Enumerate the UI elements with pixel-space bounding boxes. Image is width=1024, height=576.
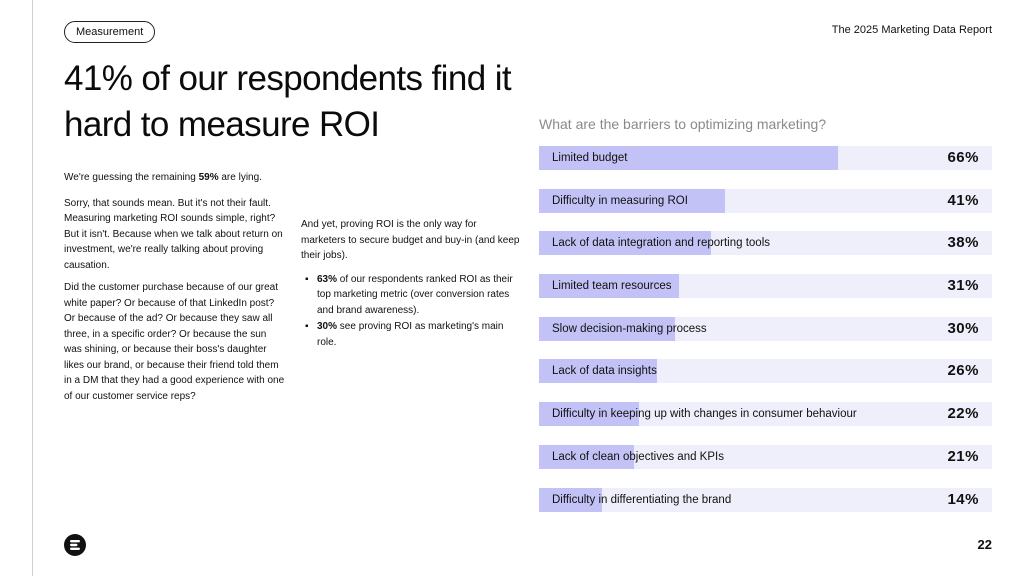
bar-row: Limited team resources 31% bbox=[539, 274, 992, 299]
bar-value: 22% bbox=[947, 405, 979, 423]
stat-bold: 30% bbox=[317, 321, 338, 332]
intro-prefix: We're guessing the remaining bbox=[64, 172, 199, 183]
bar-value: 38% bbox=[947, 234, 979, 252]
stats-list-item: ▪ 30% see proving ROI as marketing's main… bbox=[301, 319, 523, 350]
bar-fill bbox=[539, 316, 675, 341]
bar-label: Difficulty in differentiating the brand bbox=[552, 493, 732, 506]
bar-row: Slow decision-making process 30% bbox=[539, 316, 992, 341]
body-column-2: And yet, proving ROI is the only way for… bbox=[301, 217, 523, 351]
bar-label: Limited budget bbox=[552, 152, 628, 164]
bar-fill bbox=[539, 359, 657, 384]
report-title: The 2025 Marketing Data Report bbox=[831, 24, 992, 36]
paragraph-1: Sorry, that sounds mean. But it's not th… bbox=[64, 197, 283, 271]
intro-number: 59% bbox=[198, 172, 219, 183]
bar-fill bbox=[539, 487, 603, 512]
bar-value: 21% bbox=[947, 447, 979, 465]
paragraph-2: Did the customer purchase because of our… bbox=[64, 282, 285, 402]
bar-row: Difficulty in differentiating the brand 1… bbox=[539, 487, 992, 512]
headline: 41% of our respondents find it hard to m… bbox=[64, 59, 512, 144]
barriers-bar-chart: Limited budget 66% Difficulty in measuring… bbox=[539, 146, 992, 530]
bar-value: 41% bbox=[947, 191, 979, 209]
bar-value: 66% bbox=[947, 149, 979, 166]
bar-value: 26% bbox=[947, 362, 979, 380]
bar-label: Slow decision-making process bbox=[552, 322, 707, 335]
bar-value: 31% bbox=[947, 277, 979, 295]
brand-logo-icon bbox=[64, 534, 86, 556]
stat-text: see proving ROI as marketing's main role… bbox=[317, 321, 504, 348]
left-margin-rule bbox=[32, 0, 33, 576]
stat-bold: 63% bbox=[317, 273, 338, 285]
bar-label: Difficulty in keeping up with changes in… bbox=[552, 408, 857, 421]
bar-label: Lack of clean objectives and KPIs bbox=[552, 450, 724, 463]
bar-fill bbox=[539, 402, 639, 427]
bar-label: Lack of data insights bbox=[552, 365, 657, 378]
bar-fill bbox=[539, 231, 712, 256]
stats-list: ▪ 63% of our respondents ranked ROI as th… bbox=[301, 272, 523, 351]
chart-title: What are the barriers to optimizing mark… bbox=[539, 116, 827, 132]
bar-row: Limited budget 66% bbox=[539, 146, 992, 170]
bullet-icon: ▪ bbox=[305, 321, 309, 332]
bar-row: Lack of clean objectives and KPIs 21% bbox=[539, 444, 992, 469]
stat-text: of our respondents ranked ROI as their t… bbox=[317, 273, 513, 316]
bar-value: 30% bbox=[947, 319, 979, 337]
bullet-icon: ▪ bbox=[305, 273, 309, 285]
bar-row: Lack of data insights 26% bbox=[539, 359, 992, 384]
bar-label: Difficulty in measuring ROI bbox=[552, 194, 688, 207]
bar-fill bbox=[539, 274, 680, 299]
intro-suffix: are lying. bbox=[218, 172, 262, 183]
stats-list-item: ▪ 63% of our respondents ranked ROI as th… bbox=[301, 272, 523, 319]
intro-paragraph: We're guessing the remaining 59% are lyi… bbox=[64, 170, 286, 186]
body-column-1: We're guessing the remaining 59% are lyi… bbox=[64, 170, 286, 411]
bar-row: Difficulty in keeping up with changes in… bbox=[539, 402, 992, 427]
bar-value: 14% bbox=[947, 490, 979, 508]
bar-row: Lack of data integration and reporting t… bbox=[539, 231, 992, 256]
section-tag: Measurement bbox=[64, 21, 156, 43]
bar-row: Difficulty in measuring ROI 41% bbox=[539, 188, 992, 213]
bar-fill bbox=[539, 188, 725, 213]
bar-fill bbox=[539, 444, 635, 469]
bar-label: Lack of data integration and reporting t… bbox=[552, 237, 771, 250]
bar-label: Limited team resources bbox=[552, 280, 672, 293]
page-number: 22 bbox=[977, 537, 992, 552]
column-2-paragraph: And yet, proving ROI is the only way for… bbox=[301, 219, 520, 261]
bar-fill bbox=[539, 146, 838, 170]
